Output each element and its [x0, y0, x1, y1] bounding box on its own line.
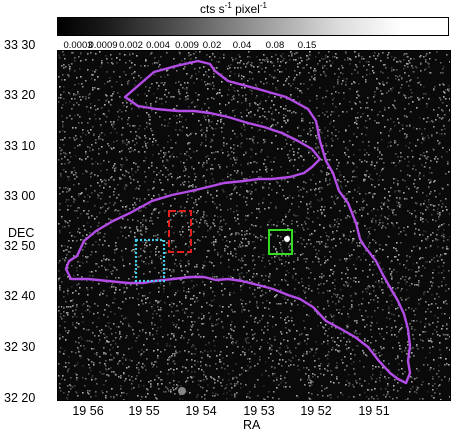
colorbar-tick-label: 0.0009 — [88, 40, 118, 51]
region-red-box — [168, 210, 192, 253]
colorbar-tick-label: 0.002 — [119, 40, 143, 51]
colorbar-tick-label: 0.04 — [232, 40, 252, 51]
colorbar-tick-label: 0.0003 — [63, 40, 93, 51]
ra-tick-label: 19 54 — [185, 404, 217, 418]
colorbar-title: cts s-1 pixel-1 — [200, 1, 267, 16]
colorbar-tick-label: 0.009 — [175, 40, 199, 51]
contour-outline — [64, 59, 412, 385]
colorbar — [57, 17, 449, 36]
dec-tick-label: 32 40 — [4, 289, 36, 303]
xray-image — [57, 50, 451, 401]
dec-tick-label: 33 00 — [4, 189, 36, 203]
faint-source — [178, 387, 186, 395]
ra-axis-title: RA — [243, 418, 261, 432]
colorbar-tick-label: 0.02 — [202, 40, 222, 51]
dec-tick-label: 33 30 — [4, 38, 36, 52]
image-noise-field — [58, 51, 450, 400]
dec-tick-label: 32 50 — [4, 239, 36, 253]
dec-tick-label: 32 30 — [4, 340, 36, 354]
ra-tick-label: 19 52 — [300, 404, 332, 418]
ra-tick-label: 19 55 — [128, 404, 160, 418]
colorbar-tick-label: 0.15 — [297, 40, 317, 51]
colorbar-tick-label: 0.004 — [146, 40, 170, 51]
region-green-box — [268, 229, 293, 255]
region-cyan-box — [134, 238, 166, 283]
dec-axis-title: DEC — [8, 226, 35, 240]
dec-tick-label: 32 20 — [4, 391, 36, 405]
colorbar-tick-label: 0.08 — [265, 40, 285, 51]
ra-tick-label: 19 51 — [358, 404, 390, 418]
ra-tick-label: 19 53 — [243, 404, 275, 418]
ra-tick-label: 19 56 — [72, 404, 104, 418]
bright-point-source — [284, 236, 290, 242]
dec-tick-label: 33 10 — [4, 139, 36, 153]
dec-tick-label: 33 20 — [4, 88, 36, 102]
